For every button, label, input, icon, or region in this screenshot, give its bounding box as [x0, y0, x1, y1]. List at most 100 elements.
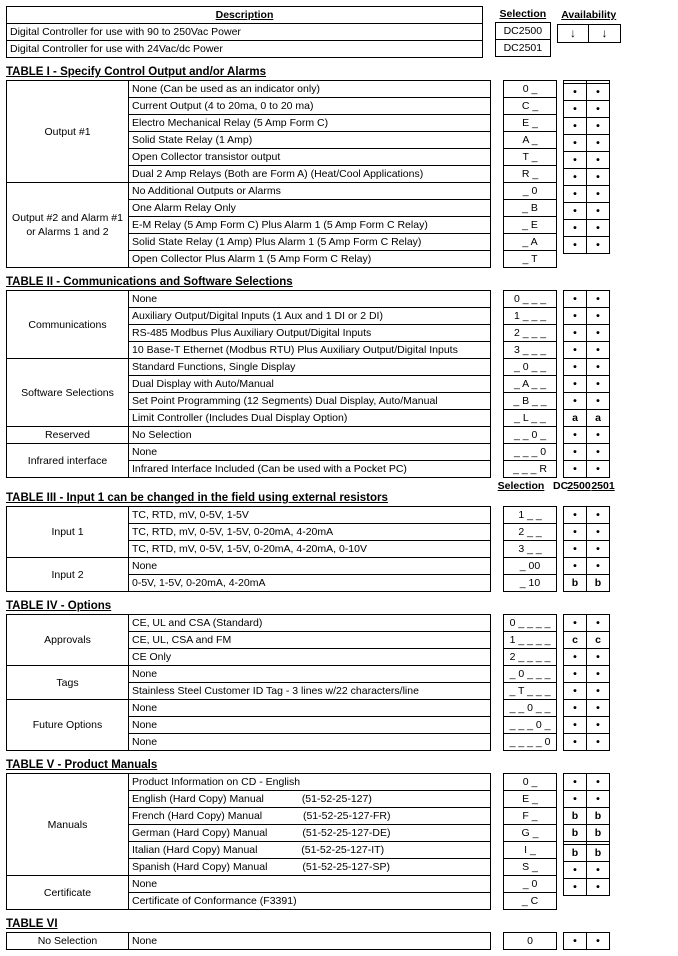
top-desc-table: Description Digital Controller for use w… [6, 6, 483, 58]
sel-code: _ 0 _ _ _ [504, 666, 557, 683]
avail-b: • [587, 237, 610, 254]
t1-g1-0: None (Can be used as an indicator only) [129, 81, 491, 98]
sel-code: _ A _ _ [504, 376, 557, 393]
avail-b: • [587, 203, 610, 220]
t4-g1-2: CE Only [129, 649, 491, 666]
t2-g1-2: RS-485 Modbus Plus Auxiliary Output/Digi… [129, 325, 491, 342]
t4-g2-1: Stainless Steel Customer ID Tag - 3 line… [129, 683, 491, 700]
avail-b: • [587, 186, 610, 203]
table4-main: Approvals CE, UL and CSA (Standard) CE, … [6, 614, 491, 751]
top-avail-table: Availability [557, 6, 621, 43]
avail-a: • [564, 524, 587, 541]
avail-a: • [564, 615, 587, 632]
t4-g3-2: None [129, 734, 491, 751]
avail-a: • [564, 342, 587, 359]
t4-g3-0: None [129, 700, 491, 717]
t3-g1-1: TC, RTD, mV, 0-5V, 1-5V, 0-20mA, 4-20mA [129, 524, 491, 541]
table2-main: Communications None Auxiliary Output/Dig… [6, 290, 491, 478]
sel-code: _ _ _ 0 [504, 444, 557, 461]
sel-code: 2 _ _ _ [504, 325, 557, 342]
sel-code: _ _ _ _ 0 [504, 734, 557, 751]
t1-g2-4: Open Collector Plus Alarm 1 (5 Amp Form … [129, 251, 491, 268]
avail-b: • [587, 444, 610, 461]
t2-g2-1: Dual Display with Auto/Manual [129, 376, 491, 393]
t2-g1-1: Auxiliary Output/Digital Inputs (1 Aux a… [129, 308, 491, 325]
avail-b: • [587, 135, 610, 152]
avail-a: • [564, 734, 587, 751]
avail-a: • [564, 791, 587, 808]
avail-b: • [587, 933, 610, 950]
sel-code: 1 _ _ [504, 507, 557, 524]
sel-code: 0 _ _ _ [504, 291, 557, 308]
avail-a: • [564, 933, 587, 950]
avail-a: • [564, 291, 587, 308]
avail-b: • [587, 342, 610, 359]
avail-b: • [587, 169, 610, 186]
avail-b: • [587, 700, 610, 717]
sel-code: _ B _ _ [504, 393, 557, 410]
t3-g2-1: 0-5V, 1-5V, 0-20mA, 4-20mA [129, 575, 491, 592]
avail-b: • [587, 308, 610, 325]
sel-code: _ A [504, 234, 557, 251]
table3-main: Input 1 TC, RTD, mV, 0-5V, 1-5V TC, RTD,… [6, 506, 491, 592]
avail-a: • [564, 666, 587, 683]
avail-a: • [564, 700, 587, 717]
avail-a: • [564, 427, 587, 444]
top-sel-1: DC2501 [496, 40, 551, 57]
sel-code: _ E [504, 217, 557, 234]
sel-code: 2 _ _ _ _ [504, 649, 557, 666]
t5-g1-4: Italian (Hard Copy) Manual (51-52-25-127… [129, 842, 491, 859]
t1-g2-1: One Alarm Relay Only [129, 200, 491, 217]
avail-a: a [564, 410, 587, 427]
avail-b: • [587, 359, 610, 376]
table1-main: Output #1 None (Can be used as an indica… [6, 80, 491, 268]
avail-a: b [564, 575, 587, 592]
top-header-row: Description Digital Controller for use w… [6, 6, 672, 58]
t3-g1-0: TC, RTD, mV, 0-5V, 1-5V [129, 507, 491, 524]
top-row-1: Digital Controller for use with 24Vac/dc… [7, 41, 483, 58]
top-sel-0: DC2500 [496, 23, 551, 40]
dc-sel-hdr: Selection [495, 480, 547, 492]
avail-a: b [564, 825, 587, 842]
avail-a: • [564, 862, 587, 879]
top-sel-table: Selection DC2500 DC2501 [495, 6, 551, 57]
table1-avail: •••••••••••••••••••• [563, 80, 610, 254]
t3-g2-0: None [129, 558, 491, 575]
sel-code: _ _ _ R [504, 461, 557, 478]
t4-g1-label: Approvals [7, 615, 129, 666]
avail-b: b [587, 845, 610, 862]
avail-a: • [564, 203, 587, 220]
t2-g4-0: None [129, 444, 491, 461]
t1-g1-2: Electro Mechanical Relay (5 Amp Form C) [129, 115, 491, 132]
avail-a: • [564, 393, 587, 410]
sel-code: _ 0 [504, 876, 557, 893]
t5-g1-1: English (Hard Copy) Manual (51-52-25-127… [129, 791, 491, 808]
avail-a: • [564, 186, 587, 203]
avail-b: • [587, 862, 610, 879]
avail-b: • [587, 220, 610, 237]
avail-a: • [564, 541, 587, 558]
sel-code: 0 [504, 933, 557, 950]
avail-a: • [564, 444, 587, 461]
sel-code: A _ [504, 132, 557, 149]
sel-code: 1 _ _ _ [504, 308, 557, 325]
sel-code: _ C [504, 893, 557, 910]
sel-code: F _ [504, 808, 557, 825]
t2-g2-2: Set Point Programming (12 Segments) Dual… [129, 393, 491, 410]
avail-a: • [564, 376, 587, 393]
t5-g1-5: Spanish (Hard Copy) Manual (51-52-25-127… [129, 859, 491, 876]
avail-a: • [564, 101, 587, 118]
avail-a: • [564, 135, 587, 152]
avail-a: • [564, 774, 587, 791]
table4-title: TABLE IV - Options [6, 600, 672, 612]
sel-code: 0 _ _ _ _ [504, 615, 557, 632]
t2-g4-1: Infrared Interface Included (Can be used… [129, 461, 491, 478]
table3-sel: 1 _ _2 _ _3 _ __ 00_ 10 [503, 506, 557, 592]
avail-b: c [587, 632, 610, 649]
table1-title: TABLE I - Specify Control Output and/or … [6, 66, 672, 78]
table6-sel: 0 [503, 932, 557, 950]
sel-code: 2 _ _ [504, 524, 557, 541]
table2-title: TABLE II - Communications and Software S… [6, 276, 672, 288]
t2-g2-3: Limit Controller (Includes Dual Display … [129, 410, 491, 427]
sel-code: _ L _ _ [504, 410, 557, 427]
